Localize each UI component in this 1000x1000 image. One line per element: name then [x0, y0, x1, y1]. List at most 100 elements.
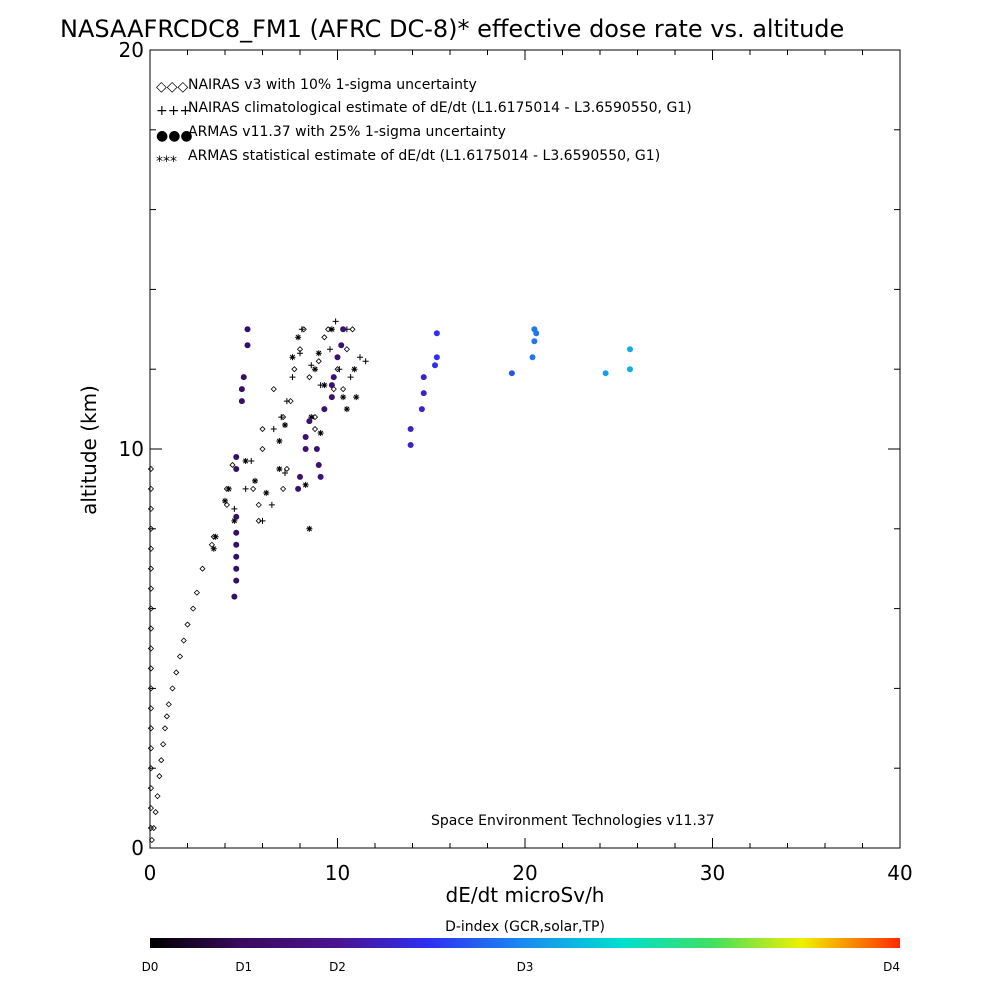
- nairas-v3-point: [283, 465, 290, 473]
- credit-annotation: Space Environment Technologies v11.37: [431, 813, 715, 829]
- nairas-v3-point: [325, 326, 332, 333]
- armas-point: [531, 326, 538, 333]
- plot-area: [149, 49, 901, 849]
- armas-point: [407, 442, 414, 449]
- armas-point: [238, 386, 245, 393]
- nairas-v3-point: [199, 565, 206, 572]
- colorbar-labels: D0 D1 D2 D3 D4: [142, 960, 900, 974]
- nairas-clim-point: [308, 362, 315, 369]
- nairas-v3-point: [259, 445, 266, 453]
- y-axis-label: altitude (km): [77, 385, 101, 515]
- nairas-v3-point: [147, 485, 155, 492]
- x-axis-label: dE/dt microSv/h: [446, 883, 605, 907]
- nairas-v3-point: [165, 701, 172, 708]
- armas-stat-point: [276, 465, 283, 472]
- armas-stat-point: [340, 394, 347, 401]
- colorbar: [150, 938, 900, 948]
- nairas-clim-point: [347, 374, 354, 381]
- nairas-v3-point: [311, 414, 319, 421]
- armas-stat-point: [351, 366, 358, 373]
- y-tick-label: 0: [131, 836, 144, 860]
- x-tick-label: 10: [325, 861, 350, 885]
- nairas-v3-point: [180, 637, 187, 644]
- armas-point: [244, 326, 251, 333]
- nairas-v3-point: [147, 765, 155, 772]
- armas-point: [338, 342, 345, 349]
- armas-point: [297, 473, 303, 480]
- nairas-v3-point: [154, 793, 161, 800]
- legend-label-nairas-v3: NAIRAS v3 with 10% 1-sigma uncertainty: [188, 77, 477, 93]
- legend-label-nairas-clim: NAIRAS climatological estimate of dE/dt …: [188, 100, 692, 116]
- nairas-clim-point: [242, 485, 249, 492]
- colorbar-tick-label: D0: [142, 960, 159, 974]
- nairas-v3-point: [340, 386, 347, 393]
- armas-point: [627, 366, 633, 373]
- armas-stat-point: [295, 334, 302, 341]
- nairas-clim-point: [336, 366, 343, 373]
- armas-point: [328, 394, 335, 401]
- nairas-clim-point: [282, 469, 288, 476]
- nairas-v3-point: [147, 605, 155, 612]
- armas-stat-point: [321, 382, 328, 389]
- nairas-v3-point: [287, 398, 294, 405]
- nairas-clim-point: [362, 358, 369, 365]
- nairas-v3-point: [147, 805, 155, 812]
- nairas-v3-point: [160, 741, 167, 748]
- armas-point: [233, 577, 240, 584]
- nairas-clim-point: [297, 350, 303, 357]
- nairas-v3-point: [280, 485, 287, 492]
- armas-point: [334, 354, 341, 361]
- nairas-clim-point: [268, 501, 275, 508]
- legend-label-armas: ARMAS v11.37 with 25% 1-sigma uncertaint…: [188, 124, 506, 140]
- nairas-v3-point: [311, 425, 319, 433]
- nairas-v3-point: [306, 374, 313, 381]
- nairas-v3-point: [147, 785, 155, 792]
- armas-stat-point: [308, 414, 315, 421]
- armas-point: [306, 418, 313, 425]
- armas-point: [315, 461, 322, 468]
- armas-stat-point: [353, 394, 360, 401]
- colorbar-tick-label: D2: [329, 960, 346, 974]
- nairas-clim-point: [332, 318, 339, 325]
- armas-point: [508, 370, 515, 377]
- nairas-v3-point: [229, 461, 236, 469]
- nairas-clim-point: [327, 346, 333, 353]
- armas-point: [295, 485, 302, 492]
- armas-stat-point: [252, 477, 258, 484]
- armas-point: [330, 374, 337, 381]
- x-tick-label: 40: [887, 861, 912, 885]
- armas-point: [317, 473, 324, 480]
- armas-point: [233, 453, 240, 460]
- nairas-v3-point: [315, 358, 322, 365]
- nairas-v3-point: [147, 465, 155, 473]
- y-tick-label: 20: [119, 38, 144, 62]
- nairas-clim-point: [289, 374, 296, 381]
- legend-marker-nairas-clim: +++: [156, 103, 191, 119]
- armas-point: [529, 354, 536, 361]
- nairas-clim-point: [231, 505, 238, 512]
- armas-point: [602, 370, 609, 377]
- nairas-v3-point: [270, 386, 277, 393]
- nairas-clim-point: [259, 517, 266, 524]
- nairas-v3-point: [147, 625, 155, 632]
- nairas-v3-point: [147, 645, 155, 652]
- armas-stat-point: [231, 517, 238, 524]
- nairas-v3-point: [169, 685, 176, 692]
- colorbar-tick-label: D3: [517, 960, 534, 974]
- nairas-v3-point: [158, 757, 165, 764]
- data-marks: [147, 318, 633, 844]
- y-tick-labels: 0 10 20: [119, 38, 144, 860]
- y-tick-label: 10: [119, 437, 144, 461]
- nairas-clim-point: [278, 414, 285, 421]
- armas-stat-point: [289, 354, 296, 361]
- nairas-v3-point: [147, 824, 155, 832]
- nairas-v3-point: [148, 836, 155, 844]
- nairas-v3-point: [321, 334, 328, 341]
- armas-point: [531, 338, 538, 345]
- armas-point: [420, 390, 427, 397]
- legend-marker-nairas-v3: ◇◇◇: [156, 79, 189, 95]
- armas-stat-point: [306, 525, 313, 532]
- armas-point: [321, 406, 328, 413]
- armas-stat-point: [242, 457, 249, 464]
